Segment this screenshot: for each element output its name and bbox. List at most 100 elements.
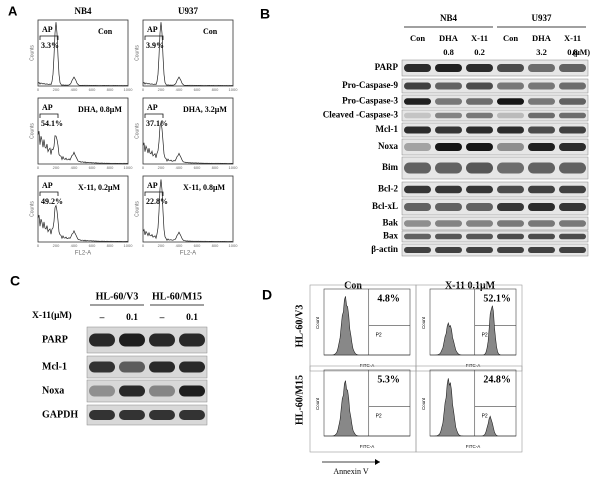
blot-band	[466, 126, 493, 134]
treatment-label: Con	[503, 33, 518, 43]
x-tick-label: 1000	[229, 243, 239, 248]
blot-band	[435, 112, 462, 119]
blot-band	[528, 247, 555, 253]
gate-label: P2	[376, 333, 382, 339]
x-tick-label: 0	[142, 165, 145, 170]
treatment-label: Con	[410, 33, 425, 43]
x-tick-label: 1000	[229, 87, 239, 92]
blot-band	[435, 64, 462, 72]
blot-band	[89, 410, 115, 420]
blot-band	[559, 162, 586, 174]
blot-band	[497, 82, 524, 90]
treatment-value: –	[159, 313, 165, 323]
treatment-label: DHA	[439, 33, 459, 43]
blot-strip	[86, 404, 208, 426]
blot-band	[466, 185, 493, 194]
histogram-fill	[430, 305, 516, 356]
x-tick-label: 200	[53, 87, 60, 92]
blot-band	[559, 82, 586, 90]
y-axis-label: Counts	[29, 123, 35, 139]
y-axis-label: Count	[421, 397, 426, 410]
y-axis-label: Counts	[134, 201, 140, 217]
histogram-fill	[430, 378, 516, 437]
protein-label: Noxa	[378, 141, 398, 151]
panel-label: C	[10, 273, 20, 289]
x-tick-label: 200	[53, 243, 60, 248]
gate-bracket	[144, 35, 164, 40]
blot-band	[149, 410, 175, 420]
blot-band	[559, 98, 586, 105]
blot-band	[497, 162, 524, 174]
treatment-label: X-11(μM)	[32, 310, 72, 321]
blot-band	[404, 233, 431, 240]
dose-unit: (μM)	[573, 48, 591, 57]
blot-band	[528, 98, 555, 105]
column-header: NB4	[74, 6, 92, 16]
blot-band	[119, 361, 145, 373]
blot-band	[497, 126, 524, 134]
gate-label: P2	[482, 414, 488, 420]
percent-label: 24.8%	[483, 374, 511, 385]
dose-label: 0.2	[474, 47, 485, 57]
gate-label: P2	[376, 414, 382, 420]
blot-band	[404, 220, 431, 227]
blot-band	[466, 247, 493, 253]
blot-strip	[86, 355, 208, 379]
blot-band	[528, 203, 555, 211]
column-header: Con	[344, 280, 362, 291]
y-axis-label: Counts	[134, 45, 140, 61]
blot-band	[559, 233, 586, 240]
gate-bracket	[39, 113, 59, 118]
x-tick-label: 800	[212, 243, 219, 248]
x-tick-label: 1000	[229, 165, 239, 170]
blot-band	[89, 333, 115, 347]
x-tick-label: 400	[71, 243, 78, 248]
blot-band	[528, 185, 555, 194]
blot-band	[179, 410, 205, 420]
histogram-trace	[37, 131, 129, 165]
x-tick-label: 1000	[124, 87, 134, 92]
condition-label: X-11, 0.8μM	[183, 183, 226, 192]
blot-band	[435, 126, 462, 134]
x-tick-label: 600	[194, 87, 201, 92]
x-tick-label: 400	[176, 243, 183, 248]
blot-band	[559, 185, 586, 194]
protein-label: Bcl-2	[378, 184, 398, 194]
blot-band	[179, 385, 205, 397]
blot-band	[497, 203, 524, 211]
blot-band	[435, 143, 462, 151]
gate-label: AP	[42, 181, 53, 190]
y-axis-label: Count	[421, 316, 426, 329]
blot-band	[466, 233, 493, 240]
gate-bracket	[39, 191, 59, 196]
x-tick-label: 600	[89, 87, 96, 92]
x-tick-label: 800	[107, 243, 114, 248]
axis-title: Annexin V	[333, 467, 368, 476]
panel-label: D	[262, 287, 272, 303]
blot-band	[466, 98, 493, 105]
blot-band	[528, 126, 555, 134]
x-axis-label: FL2-A	[180, 251, 196, 257]
x-tick-label: 1000	[124, 243, 134, 248]
column-header: X-11 0.1μM	[445, 280, 496, 291]
percent-label: 49.2%	[41, 197, 63, 206]
treatment-label: X-11	[564, 33, 581, 43]
blot-band	[497, 112, 524, 119]
blot-band	[497, 247, 524, 253]
dose-label: 0.8	[567, 47, 578, 57]
protein-label: Bim	[382, 162, 399, 172]
protein-label: Bcl-xL	[372, 201, 398, 211]
protein-label: Mcl-1	[42, 361, 67, 372]
blot-band	[404, 82, 431, 90]
x-tick-label: 0	[142, 243, 145, 248]
gate-label: AP	[42, 103, 53, 112]
blot-band	[89, 385, 115, 397]
blot-band	[404, 112, 431, 119]
x-axis-label: FITC-A	[360, 444, 375, 449]
blot-band	[435, 247, 462, 253]
histogram-trace	[37, 22, 129, 87]
treatment-label: DHA	[532, 33, 552, 43]
blot-band	[466, 162, 493, 174]
percent-label: 3.9%	[146, 41, 164, 50]
